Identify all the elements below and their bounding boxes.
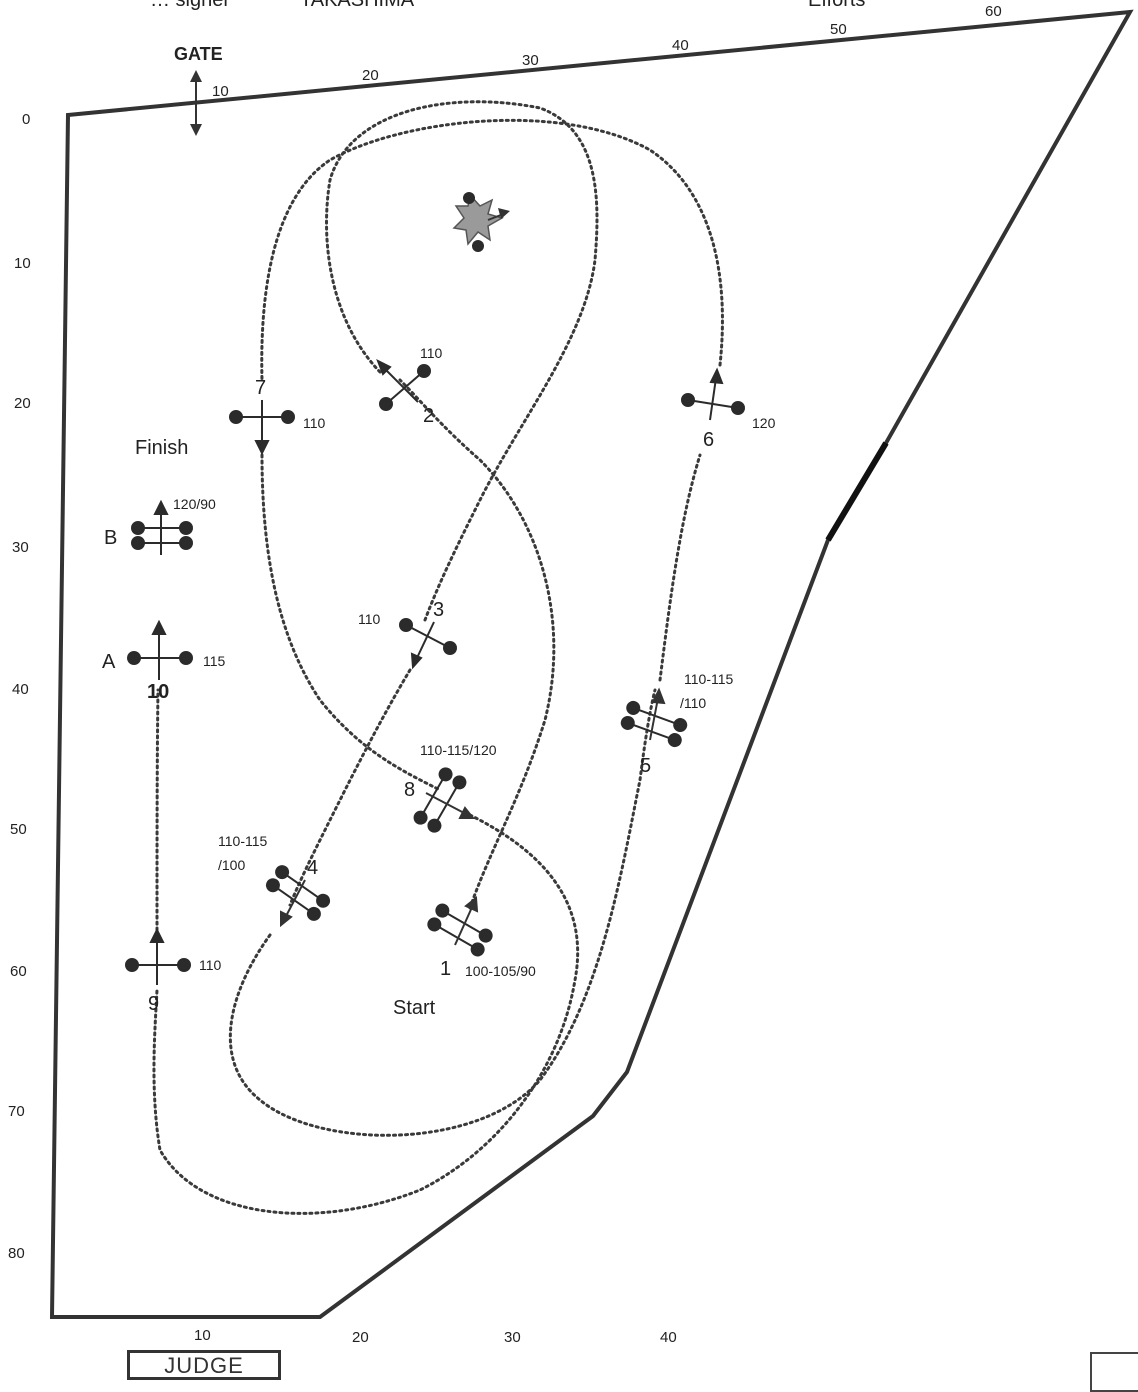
route-6-to-7 xyxy=(260,118,724,382)
combination-b-height: 120/90 xyxy=(173,496,216,512)
fence-6-vertical-icon xyxy=(681,367,745,421)
left-tick: 10 xyxy=(14,255,31,272)
fence-4-height-line-2: /100 xyxy=(218,857,245,873)
fence-10a-vertical-icon xyxy=(127,619,193,680)
fence-5-height: 110-115 /110 xyxy=(680,671,737,711)
bottom-tick: 40 xyxy=(660,1329,677,1346)
fence-9-vertical-icon xyxy=(125,927,191,985)
left-ruler: 0 10 20 30 40 50 60 70 80 xyxy=(8,111,31,1262)
fence-5-height-line-1: 110-115 xyxy=(684,671,734,687)
left-tick: 40 xyxy=(12,681,29,698)
fence-1-number: 1 xyxy=(440,958,451,980)
bottom-tick: 30 xyxy=(504,1329,521,1346)
combination-b-label: B xyxy=(104,527,117,549)
header-left: … signer xyxy=(150,0,230,11)
bottom-tick: 20 xyxy=(352,1329,369,1346)
route-5-to-6 xyxy=(658,453,702,682)
route-7-to-8 xyxy=(260,453,442,792)
fence-6-height: 120 xyxy=(752,415,776,431)
top-tick: 20 xyxy=(362,67,379,84)
route-1-to-2 xyxy=(398,378,556,910)
left-tick: 80 xyxy=(8,1245,25,1262)
fence-5-number: 5 xyxy=(640,755,651,777)
route-2-to-3 xyxy=(325,100,599,622)
top-tick: 40 xyxy=(672,37,689,54)
arena-outline xyxy=(49,9,1134,1319)
route-3-to-4 xyxy=(288,668,412,907)
fence-6-number: 6 xyxy=(703,429,714,451)
top-tick: 50 xyxy=(830,21,847,38)
fence-8-number: 8 xyxy=(404,779,415,801)
route-4-to-5 xyxy=(228,688,657,1137)
fence-7-vertical-icon xyxy=(229,400,295,456)
header-right: Efforts xyxy=(808,0,865,11)
fence-10-number: 10 xyxy=(147,681,169,703)
fence-3-vertical-icon xyxy=(399,618,457,670)
left-tick: 30 xyxy=(12,539,29,556)
fence-2-number: 2 xyxy=(423,405,434,427)
top-tick: 60 xyxy=(985,3,1002,20)
bottom-tick: 10 xyxy=(194,1327,211,1344)
route-8-to-9 xyxy=(152,813,580,1215)
start-label: Start xyxy=(393,997,436,1019)
fence-3-height: 110 xyxy=(358,611,381,627)
fence-4-number: 4 xyxy=(307,857,318,879)
top-tick: 30 xyxy=(522,52,539,69)
finish-label: Finish xyxy=(135,437,188,459)
header-center: TAKASHIMA xyxy=(300,0,415,11)
combination-b-oxer-icon xyxy=(131,499,193,555)
top-ruler: 10 20 30 40 50 60 xyxy=(212,3,1002,100)
route-9-to-10 xyxy=(155,688,160,932)
combination-a-height: 115 xyxy=(203,653,226,669)
fence-7-height: 110 xyxy=(303,415,326,431)
left-tick: 0 xyxy=(22,111,30,128)
course-route xyxy=(152,100,724,1215)
judge-box: JUDGE xyxy=(127,1350,281,1380)
fence-8-direction-arrow-icon xyxy=(425,792,476,819)
bottom-ruler: 10 20 30 40 xyxy=(194,1327,677,1346)
top-tick: 10 xyxy=(212,83,229,100)
left-tick: 70 xyxy=(8,1103,25,1120)
fence-4-height: 110-115 /100 xyxy=(218,833,271,873)
fence-9-number: 9 xyxy=(148,993,159,1015)
combination-a-label: A xyxy=(102,651,116,673)
fence-5-height-line-2: /110 xyxy=(680,695,706,711)
fence-4-height-line-1: 110-115 xyxy=(218,833,268,849)
fence-1-direction-arrow-icon xyxy=(454,896,479,946)
fence-8-height: 110-115/120 xyxy=(420,742,497,758)
fence-2-height: 110 xyxy=(420,345,443,361)
fence-3-number: 3 xyxy=(433,599,444,621)
fence-5-direction-arrow-icon xyxy=(649,687,666,741)
fence-2-vertical-icon xyxy=(376,358,431,411)
water-decoration-icon xyxy=(452,192,510,252)
left-tick: 50 xyxy=(10,821,27,838)
left-tick: 60 xyxy=(10,963,27,980)
left-tick: 20 xyxy=(14,395,31,412)
arena-exit-gate xyxy=(825,441,889,542)
fence-4-direction-arrow-icon xyxy=(280,879,306,928)
gate-label: GATE xyxy=(174,44,223,64)
fence-1-oxer-icon xyxy=(427,903,493,957)
corner-box xyxy=(1090,1352,1138,1392)
fence-1-height: 100-105/90 xyxy=(465,963,536,979)
gate-arrow-icon xyxy=(190,70,202,136)
fence-7-number: 7 xyxy=(255,377,266,399)
fence-9-height: 110 xyxy=(199,957,222,973)
fence-5-oxer-icon xyxy=(620,700,688,748)
